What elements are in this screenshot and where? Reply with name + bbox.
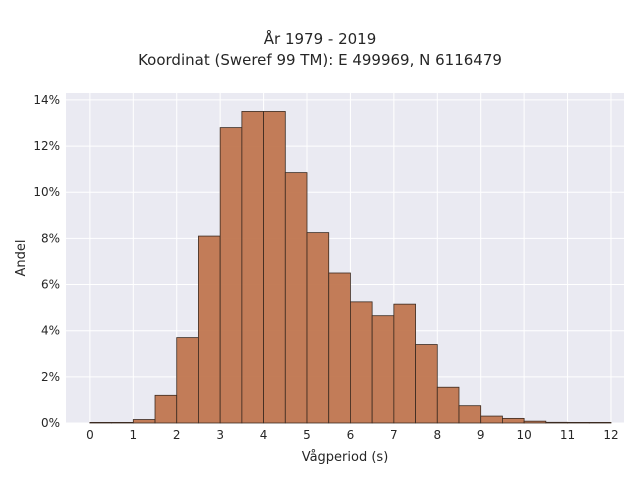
x-tick-label: 9 bbox=[477, 428, 485, 442]
histogram-bar bbox=[176, 337, 199, 424]
chart-title-line-2: Koordinat (Sweref 99 TM): E 499969, N 61… bbox=[138, 51, 502, 69]
histogram-bar bbox=[241, 111, 264, 424]
histogram-bar bbox=[111, 421, 134, 424]
histogram-bar bbox=[436, 386, 460, 424]
histogram-bar bbox=[306, 232, 330, 424]
x-tick-label: 3 bbox=[216, 428, 224, 442]
y-tick-label: 4% bbox=[41, 324, 60, 338]
y-axis-label: Andel bbox=[14, 240, 29, 277]
x-tick-label: 4 bbox=[260, 428, 268, 442]
tick-labels: 0 1 2 3 4 5 6 7 8 9 10 11 120%2%4%6%8%10%12%14% bbox=[33, 93, 618, 442]
x-tick-label: 12 bbox=[603, 428, 618, 442]
histogram-bar bbox=[545, 421, 568, 424]
histogram-bar bbox=[263, 111, 286, 424]
histogram-bar bbox=[132, 419, 156, 424]
histogram-bar bbox=[393, 303, 416, 424]
histogram-bar bbox=[284, 172, 308, 424]
x-tick-label: 0 bbox=[86, 428, 94, 442]
x-tick-label: 1 bbox=[129, 428, 137, 442]
histogram-bar bbox=[219, 127, 243, 424]
x-tick-label: 8 bbox=[433, 428, 441, 442]
y-tick-label: 0% bbox=[41, 416, 60, 430]
histogram-bar bbox=[154, 394, 178, 424]
histogram-bar bbox=[371, 315, 395, 424]
histogram-bar bbox=[350, 301, 373, 424]
histogram-bar bbox=[415, 344, 438, 424]
y-tick-label: 8% bbox=[41, 231, 60, 245]
x-tick-label: 10 bbox=[516, 428, 531, 442]
histogram-bar bbox=[523, 420, 547, 424]
x-tick-label: 11 bbox=[560, 428, 575, 442]
histogram-bar bbox=[328, 272, 351, 424]
y-tick-label: 12% bbox=[33, 139, 60, 153]
x-axis-label: Vågperiod (s) bbox=[302, 450, 389, 465]
chart-title-line-1: År 1979 - 2019 bbox=[263, 30, 377, 48]
histogram-bar bbox=[480, 415, 503, 424]
y-tick-label: 2% bbox=[41, 370, 60, 384]
histogram-bar bbox=[502, 417, 525, 424]
histogram-bar bbox=[458, 405, 482, 424]
x-tick-label: 2 bbox=[173, 428, 181, 442]
histogram-bar bbox=[588, 421, 612, 424]
y-tick-label: 14% bbox=[33, 93, 60, 107]
x-tick-label: 5 bbox=[303, 428, 311, 442]
x-tick-label: 6 bbox=[347, 428, 355, 442]
y-tick-label: 10% bbox=[33, 185, 60, 199]
histogram-bar bbox=[198, 235, 221, 424]
histogram-bar bbox=[567, 421, 590, 424]
y-tick-label: 6% bbox=[41, 278, 60, 292]
x-tick-label: 7 bbox=[390, 428, 398, 442]
bars bbox=[89, 111, 612, 424]
histogram-bar bbox=[89, 421, 112, 424]
